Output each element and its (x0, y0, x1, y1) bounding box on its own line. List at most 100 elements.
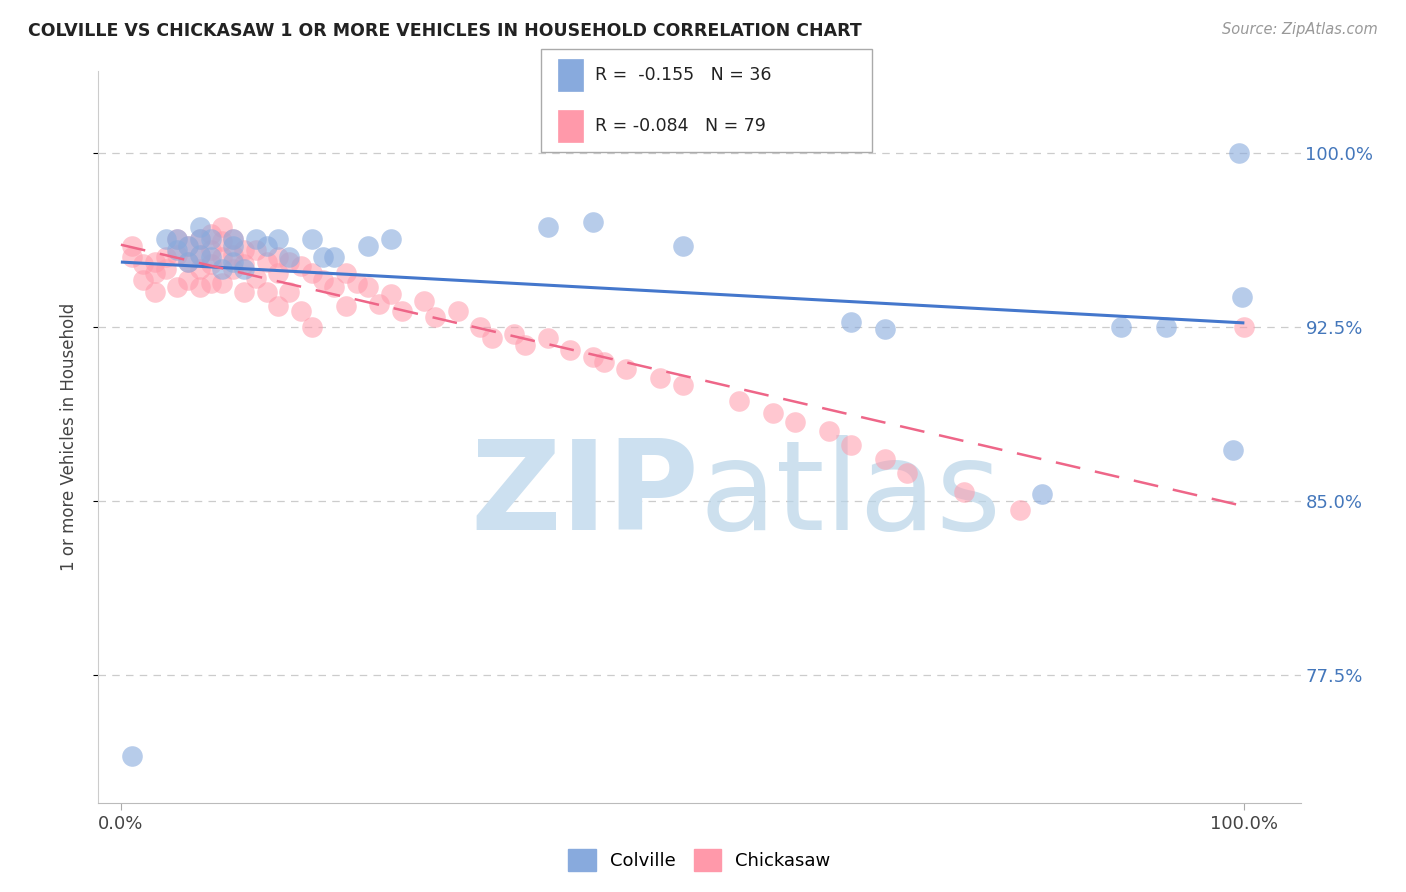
Point (200, 231, 222, 245)
Point (1222, 442, 1244, 457)
Point (188, 219, 211, 234)
Point (368, 296, 391, 310)
Point (357, 280, 380, 294)
Point (335, 266, 357, 280)
Point (873, 322, 896, 336)
Point (560, 343, 582, 357)
Point (222, 254, 245, 268)
Text: COLVILLE VS CHICKASAW 1 OR MORE VEHICLES IN HOUSEHOLD CORRELATION CHART: COLVILLE VS CHICKASAW 1 OR MORE VEHICLES… (28, 22, 862, 40)
Point (1154, 319, 1177, 334)
Point (166, 231, 188, 245)
Point (211, 250, 233, 264)
Point (166, 280, 188, 294)
Point (121, 250, 143, 264)
Point (256, 285, 278, 299)
Point (391, 303, 413, 318)
Point (952, 484, 974, 499)
Point (425, 310, 447, 325)
Point (503, 326, 526, 341)
Point (267, 231, 290, 245)
Point (256, 238, 278, 252)
Y-axis label: 1 or more Vehicles in Household: 1 or more Vehicles in Household (59, 303, 77, 571)
Legend: Colville, Chickasaw: Colville, Chickasaw (561, 841, 838, 878)
Point (413, 294, 436, 309)
Point (672, 377, 695, 392)
Point (1230, 290, 1253, 304)
Point (233, 285, 256, 299)
Point (155, 231, 177, 245)
Point (380, 287, 402, 301)
Point (166, 231, 188, 245)
Point (593, 354, 616, 368)
Point (155, 250, 177, 264)
Point (132, 273, 155, 287)
Point (121, 749, 143, 764)
Point (177, 238, 200, 252)
Point (290, 260, 312, 274)
Point (143, 266, 166, 280)
Text: R =  -0.155   N = 36: R = -0.155 N = 36 (595, 66, 772, 84)
Point (817, 424, 839, 438)
Point (267, 250, 290, 264)
Point (839, 438, 862, 452)
Point (839, 315, 862, 329)
Point (155, 261, 177, 276)
Point (290, 303, 312, 318)
Point (177, 273, 200, 287)
Point (177, 254, 200, 268)
Point (233, 243, 256, 257)
Point (380, 231, 402, 245)
Point (1227, 145, 1250, 160)
Point (537, 331, 560, 345)
Point (873, 452, 896, 467)
Point (582, 215, 605, 229)
Point (132, 257, 155, 271)
Point (278, 250, 301, 264)
Point (312, 273, 335, 287)
Point (783, 415, 806, 429)
Point (143, 285, 166, 299)
Point (301, 319, 323, 334)
Point (278, 254, 301, 268)
Point (211, 261, 233, 276)
Point (896, 466, 918, 480)
Point (245, 271, 267, 285)
Point (256, 254, 278, 268)
Point (166, 243, 188, 257)
Point (537, 219, 560, 234)
Point (582, 350, 605, 364)
Point (447, 303, 470, 318)
Point (188, 248, 211, 262)
Point (200, 243, 222, 257)
Point (188, 231, 211, 245)
Point (301, 266, 323, 280)
Point (188, 248, 211, 262)
Point (245, 231, 267, 245)
Point (278, 285, 301, 299)
Point (323, 280, 346, 294)
Point (222, 248, 245, 262)
Point (301, 231, 323, 245)
Point (481, 331, 503, 345)
Point (177, 254, 200, 268)
Point (672, 238, 695, 252)
Point (312, 250, 335, 264)
Point (761, 406, 783, 420)
Point (211, 234, 233, 248)
Point (200, 257, 222, 271)
Point (143, 254, 166, 268)
Point (1109, 319, 1132, 334)
Point (727, 394, 749, 409)
Point (188, 280, 211, 294)
Point (357, 238, 380, 252)
Point (211, 276, 233, 290)
Point (323, 250, 346, 264)
Point (222, 231, 245, 245)
Point (166, 248, 188, 262)
Text: atlas: atlas (700, 435, 1001, 556)
Point (1031, 487, 1053, 501)
Point (177, 238, 200, 252)
Point (200, 227, 222, 241)
Point (188, 261, 211, 276)
Point (470, 319, 492, 334)
